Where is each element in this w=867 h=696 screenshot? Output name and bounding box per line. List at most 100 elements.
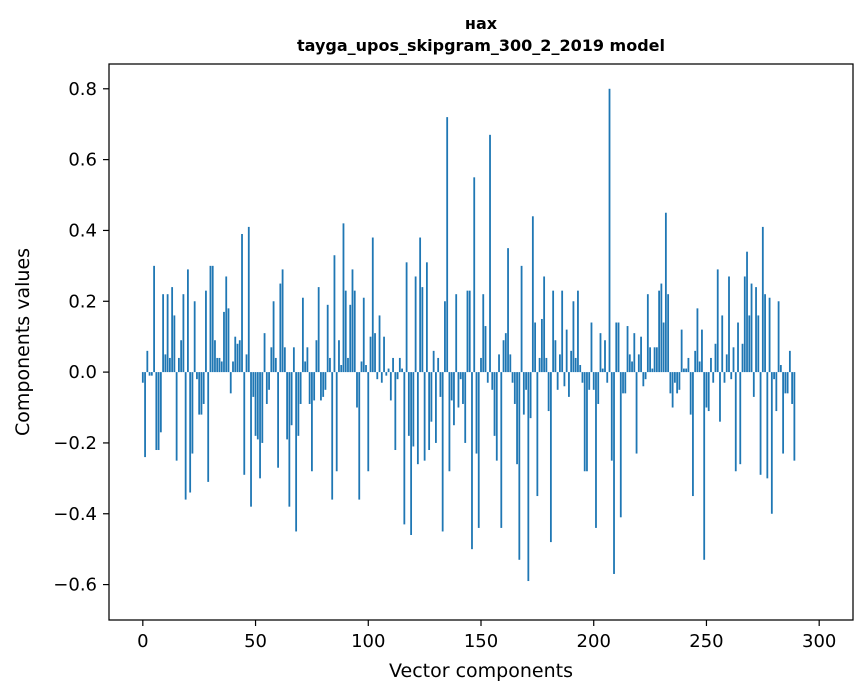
bar xyxy=(466,290,469,373)
y-tick-label: 0.0 xyxy=(68,362,97,383)
bar xyxy=(272,301,275,373)
bar xyxy=(784,372,787,394)
bar xyxy=(574,357,577,373)
bar xyxy=(793,372,796,461)
bar xyxy=(545,357,548,373)
bar xyxy=(292,347,295,373)
bar xyxy=(338,340,340,373)
bar xyxy=(254,372,257,436)
bar xyxy=(184,372,187,500)
bar xyxy=(592,372,595,390)
bar xyxy=(423,372,426,461)
bar xyxy=(389,372,392,401)
bar xyxy=(306,347,309,373)
bar xyxy=(507,248,509,373)
bar xyxy=(356,372,358,408)
bar xyxy=(583,372,586,472)
bar xyxy=(791,372,794,404)
bar xyxy=(777,301,780,373)
bar xyxy=(759,372,762,475)
bar xyxy=(624,372,627,394)
bar xyxy=(369,336,372,373)
bar xyxy=(683,368,685,373)
bar xyxy=(155,372,158,451)
bar xyxy=(615,322,618,373)
bar xyxy=(520,265,523,373)
bar xyxy=(401,368,403,373)
bar xyxy=(712,372,715,383)
bar xyxy=(245,354,248,373)
bar xyxy=(502,340,505,373)
bar xyxy=(177,357,180,373)
bar xyxy=(511,372,514,383)
bar xyxy=(144,372,146,458)
bar xyxy=(311,372,313,472)
bar xyxy=(698,361,701,373)
bar xyxy=(200,372,203,415)
bar xyxy=(211,265,214,373)
bar xyxy=(716,269,719,373)
bar xyxy=(164,354,167,373)
x-tick-label: 200 xyxy=(577,631,611,652)
bar xyxy=(608,88,611,373)
bar xyxy=(347,357,349,373)
bar xyxy=(637,354,640,373)
bar xyxy=(491,372,494,390)
bar xyxy=(471,372,473,550)
bar xyxy=(349,304,352,373)
bar xyxy=(588,372,591,390)
bar xyxy=(322,372,325,397)
bar xyxy=(396,372,399,380)
bar xyxy=(358,372,361,500)
bar xyxy=(482,294,485,373)
bar xyxy=(746,251,748,373)
bar xyxy=(610,372,613,461)
bar xyxy=(304,361,307,373)
bar xyxy=(606,372,609,383)
bar xyxy=(232,361,234,373)
x-tick-label: 50 xyxy=(244,631,267,652)
bar xyxy=(568,372,570,397)
bar xyxy=(581,372,584,383)
bar xyxy=(191,372,194,454)
bar xyxy=(556,372,559,390)
bar xyxy=(696,308,699,373)
bar xyxy=(331,372,334,500)
bar xyxy=(604,340,606,373)
bar xyxy=(218,357,221,373)
bar xyxy=(649,347,651,373)
bar xyxy=(640,336,642,373)
bar xyxy=(198,372,201,415)
bar xyxy=(626,326,629,373)
bar xyxy=(362,297,365,373)
bar xyxy=(565,329,568,373)
bar xyxy=(425,262,428,373)
bar xyxy=(543,276,546,373)
bar xyxy=(669,372,672,394)
bar xyxy=(750,283,753,373)
bar xyxy=(159,372,162,433)
y-axis-ticks: −0.6 −0.4 −0.2 0.0 0.2 0.4 0.6 0.8 xyxy=(53,79,109,596)
bar xyxy=(153,265,155,373)
x-tick-label: 0 xyxy=(137,631,148,652)
bar xyxy=(335,372,338,472)
bar xyxy=(202,372,205,404)
bar xyxy=(710,357,712,373)
bar xyxy=(721,315,724,373)
bar xyxy=(534,322,537,373)
bar xyxy=(229,372,232,394)
bar xyxy=(407,372,410,436)
bar xyxy=(459,372,462,380)
bar xyxy=(148,372,151,376)
bar xyxy=(678,372,681,390)
bar xyxy=(421,287,424,373)
bar xyxy=(286,372,289,440)
bar xyxy=(182,294,185,373)
bar xyxy=(766,372,769,479)
x-tick-label: 300 xyxy=(802,631,836,652)
y-axis-label: Components values xyxy=(12,248,34,436)
bar xyxy=(673,372,676,383)
bar xyxy=(480,357,482,373)
bar xyxy=(730,372,733,380)
